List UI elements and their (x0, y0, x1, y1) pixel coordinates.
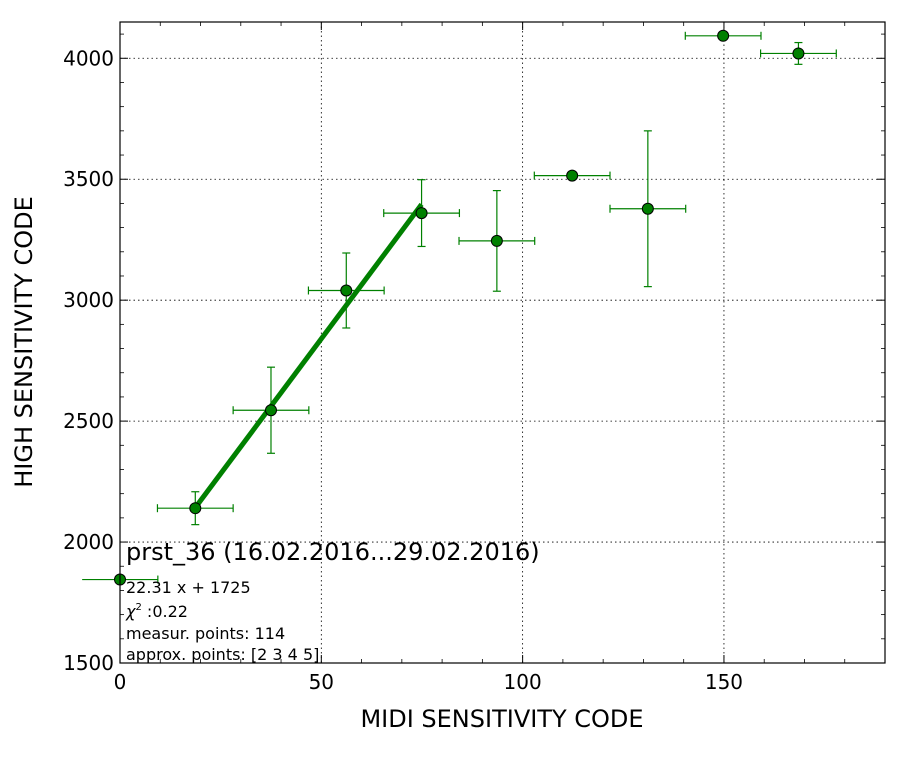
data-point (340, 284, 353, 297)
y-tick-label: 4000 (63, 46, 114, 70)
x-tick-label: 50 (309, 670, 334, 694)
data-point (641, 202, 654, 215)
y-tick-label: 2500 (63, 409, 114, 433)
data-layer (82, 29, 837, 586)
approx-points: approx. points: [2 3 4 5] (126, 645, 319, 664)
fit-line (193, 202, 424, 510)
y-tick-label: 3000 (63, 288, 114, 312)
x-axis-label: MIDI SENSITIVITY CODE (360, 705, 643, 733)
chi-symbol: χ (125, 602, 136, 621)
x-tick-label: 100 (504, 670, 542, 694)
data-point (490, 234, 503, 247)
y-tick-label: 3500 (63, 167, 114, 191)
y-axis-label: HIGH SENSITIVITY CODE (10, 196, 38, 488)
fit-line-layer (193, 202, 424, 510)
measur-points: measur. points: 114 (126, 624, 285, 643)
ticks: 0 50 100 150 1500 2000 2500 3000 3500 4000 (63, 22, 886, 694)
plot-frame (119, 21, 886, 664)
grid (120, 22, 885, 663)
data-point (717, 29, 730, 42)
data-point (792, 47, 805, 60)
data-point (566, 169, 579, 182)
x-tick-label: 0 (114, 670, 127, 694)
data-point (264, 404, 277, 417)
fit-equation: 22.31 x + 1725 (126, 578, 251, 597)
y-tick-label: 2000 (63, 530, 114, 554)
data-point (415, 207, 428, 220)
chi-square: χ2 :0.22 (125, 602, 188, 621)
y-tick-label: 1500 (63, 651, 114, 675)
chi-sup: 2 (135, 602, 141, 613)
chart-title: prst_36 (16.02.2016...29.02.2016) (126, 538, 540, 566)
chi-value: :0.22 (142, 602, 188, 621)
data-point (189, 502, 202, 515)
x-tick-label: 150 (705, 670, 743, 694)
